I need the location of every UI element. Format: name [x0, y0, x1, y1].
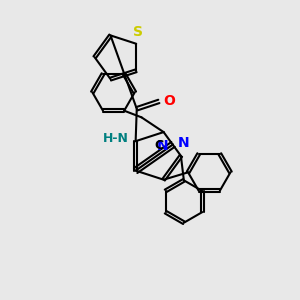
Text: C: C [154, 140, 164, 152]
Text: N: N [177, 136, 189, 150]
Text: O: O [163, 94, 175, 108]
Text: S: S [133, 25, 143, 39]
Text: H-N: H-N [102, 132, 128, 145]
Text: N: N [156, 140, 168, 153]
